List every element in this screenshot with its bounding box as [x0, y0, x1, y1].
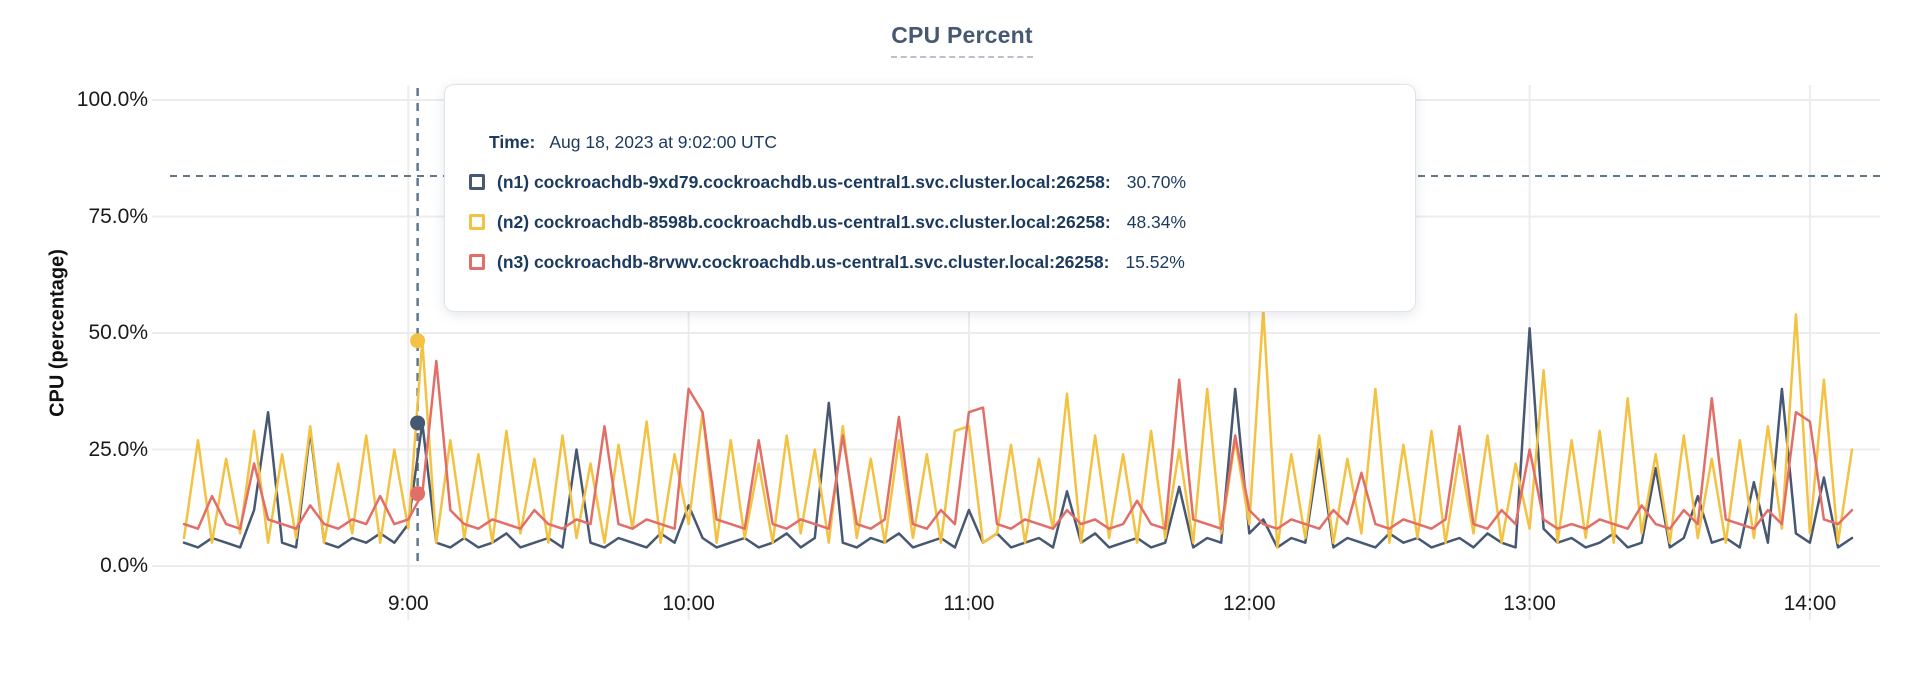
series-name: (n2) cockroachdb-8598b.cockroachdb.us-ce…: [497, 211, 1111, 232]
chart-title: CPU Percent: [891, 22, 1033, 58]
tooltip-series-row: (n1) cockroachdb-9xd79.cockroachdb.us-ce…: [469, 172, 1415, 192]
cursor-dot-n2: [410, 333, 426, 349]
x-tick-label: 12:00: [1222, 592, 1276, 615]
series-value: 30.70%: [1126, 171, 1187, 192]
y-tick-label: 0.0%: [100, 554, 148, 577]
y-tick-label: 75.0%: [88, 204, 148, 228]
cursor-dot-n3: [410, 486, 426, 502]
chart-title-wrap: CPU Percent: [0, 22, 1924, 58]
y-tick-label: 25.0%: [88, 437, 148, 461]
x-tick-label: 9:00: [387, 592, 429, 615]
x-tick-label: 11:00: [943, 592, 995, 615]
tooltip-time-value: Aug 18, 2023 at 9:02:00 UTC: [549, 132, 778, 152]
tooltip-series-row: (n2) cockroachdb-8598b.cockroachdb.us-ce…: [469, 212, 1415, 232]
cursor-dot-n1: [410, 415, 426, 431]
series-line-n2: [182, 308, 1854, 549]
x-tick-label: 13:00: [1503, 592, 1556, 615]
series-name: (n1) cockroachdb-9xd79.cockroachdb.us-ce…: [497, 171, 1111, 192]
series-line-n1: [182, 327, 1854, 549]
hover-tooltip: Time: Aug 18, 2023 at 9:02:00 UTC (n1) co…: [444, 84, 1416, 312]
y-tick-label: 100.0%: [76, 88, 148, 111]
series-value: 48.34%: [1126, 211, 1187, 232]
series-swatch-icon: [469, 174, 485, 190]
x-tick-label: 10:00: [662, 592, 715, 615]
y-tick-label: 50.0%: [88, 321, 148, 344]
tooltip-series-rows: (n1) cockroachdb-9xd79.cockroachdb.us-ce…: [445, 172, 1415, 272]
tooltip-time-label: Time:: [489, 132, 536, 152]
series-value: 15.52%: [1125, 251, 1185, 272]
series-swatch-icon: [469, 214, 485, 230]
series-swatch-icon: [469, 254, 485, 270]
series-name: (n3) cockroachdb-8rvwv.cockroachdb.us-ce…: [497, 251, 1110, 272]
x-tick-label: 14:00: [1783, 592, 1837, 615]
series-line-n3: [182, 359, 1854, 530]
tooltip-time-row: Time: Aug 18, 2023 at 9:02:00 UTC: [489, 132, 1415, 152]
tooltip-series-row: (n3) cockroachdb-8rvwv.cockroachdb.us-ce…: [469, 252, 1415, 272]
